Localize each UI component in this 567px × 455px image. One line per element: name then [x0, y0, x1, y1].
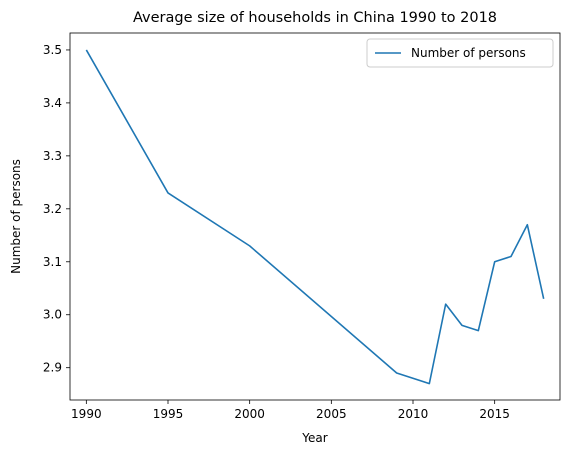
chart-title: Average size of households in China 1990…: [133, 10, 497, 26]
y-tick-label: 3.0: [43, 308, 62, 322]
series-layer: [85, 49, 545, 385]
y-axis: 2.9 3.0 3.1 3.2 3.3 3.4 3.5: [43, 43, 70, 375]
y-tick-label: 2.9: [43, 361, 62, 375]
x-tick-label: 1995: [153, 407, 184, 421]
x-axis-label: Year: [301, 431, 327, 445]
x-tick-label: 2015: [479, 407, 510, 421]
plot-frame: [69, 32, 561, 401]
y-tick-label: 3.5: [43, 43, 62, 57]
x-tick-label: 1990: [71, 407, 102, 421]
x-tick-label: 2000: [234, 407, 265, 421]
x-tick-label: 2010: [398, 407, 429, 421]
legend-box: [366, 38, 554, 68]
plot-area: [69, 32, 561, 401]
legend: Number of persons: [366, 38, 554, 68]
y-tick-label: 3.1: [43, 255, 62, 269]
y-tick-label: 3.4: [43, 96, 62, 110]
x-axis: 1990 1995 2000 2005 2010 2015: [71, 400, 510, 421]
y-tick-label: 3.3: [43, 149, 62, 163]
legend-label: Number of persons: [411, 46, 526, 60]
y-tick-label: 3.2: [43, 202, 62, 216]
series-line-0: [85, 49, 545, 385]
y-axis-label: Number of persons: [9, 159, 23, 274]
x-tick-label: 2005: [316, 407, 347, 421]
